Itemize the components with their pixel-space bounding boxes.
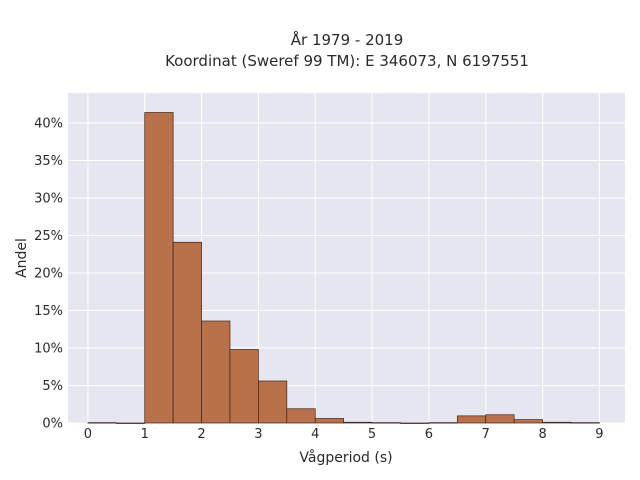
x-axis-label: Vågperiod (s) [299, 449, 392, 466]
y-axis-label: Andel [14, 238, 30, 278]
x-tick-label: 5 [368, 427, 376, 442]
x-tick-label: 7 [482, 427, 490, 442]
histogram-bar [229, 349, 259, 424]
histogram-bar [485, 414, 515, 424]
x-tick-label: 8 [538, 427, 546, 442]
histogram-bar [144, 112, 174, 424]
bars [87, 112, 600, 424]
y-tick-label: 40% [34, 117, 63, 132]
histogram-bar [314, 418, 345, 424]
histogram-bar [456, 415, 487, 424]
histogram-bar [371, 422, 401, 424]
x-tick-label: 1 [141, 427, 149, 442]
y-tick-label: 30% [34, 192, 63, 207]
histogram-bar [513, 419, 543, 424]
y-tick-label: 20% [34, 267, 63, 282]
x-tick-label: 2 [197, 427, 205, 442]
y-tick-label: 35% [34, 154, 63, 169]
y-tick-label: 15% [34, 304, 63, 319]
x-tick-label: 0 [84, 427, 92, 442]
x-tick-label: 9 [595, 427, 603, 442]
x-tick-label: 4 [311, 427, 319, 442]
histogram-bar [258, 380, 288, 424]
histogram-bar [201, 320, 231, 424]
x-axis-ticks: 0 1 2 3 4 5 6 7 8 9 [84, 427, 604, 442]
y-tick-label: 25% [34, 229, 63, 244]
histogram-bar [286, 408, 316, 424]
histogram-bar [570, 422, 600, 424]
histogram-bar [115, 422, 146, 424]
y-tick-label: 0% [42, 417, 63, 432]
x-tick-label: 3 [254, 427, 262, 442]
x-tick-label: 6 [425, 427, 433, 442]
histogram-bar [87, 422, 117, 424]
y-tick-label: 10% [34, 342, 63, 357]
histogram-bar [400, 422, 430, 424]
histogram-bar [542, 421, 572, 424]
chart-title: År 1979 - 2019 [291, 30, 404, 49]
y-tick-label: 5% [42, 379, 63, 394]
histogram-bar [428, 422, 458, 424]
y-axis-ticks: 0% 5% 10% 15% 20% 25% 30% 35% 40% [34, 117, 63, 432]
histogram-bar [172, 241, 202, 424]
histogram-bar [343, 421, 373, 424]
chart-subtitle: Koordinat (Sweref 99 TM): E 346073, N 61… [165, 52, 529, 70]
